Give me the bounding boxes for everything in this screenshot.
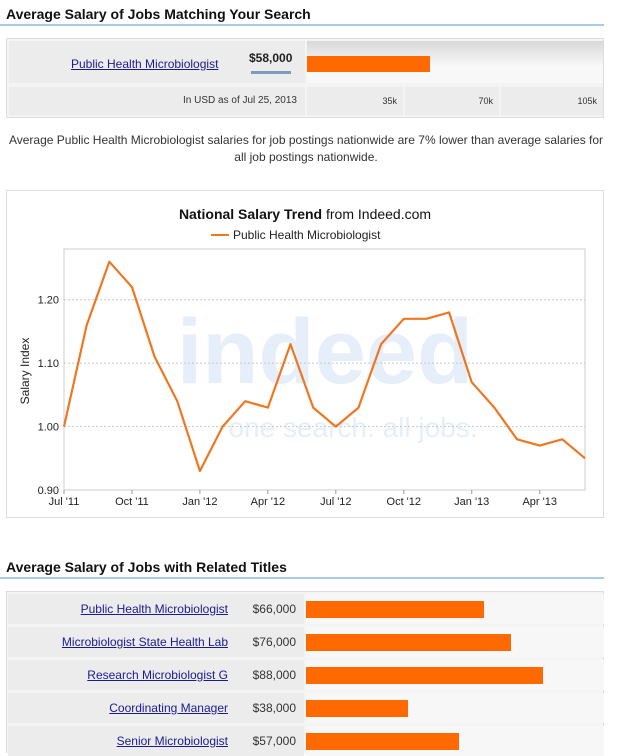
salary-bar bbox=[307, 56, 430, 72]
related-salary-track bbox=[306, 726, 604, 756]
series-line bbox=[62, 260, 586, 473]
section1-rule bbox=[0, 24, 604, 26]
tick-cell-2: 70k bbox=[405, 87, 499, 115]
section2-rule bbox=[0, 577, 604, 579]
section1-title: Average Salary of Jobs Matching Your Sea… bbox=[6, 6, 311, 22]
job-cell: Public Health Microbiologist $58,000 bbox=[9, 41, 305, 83]
related-title-cell: Senior Microbiologist $57,000 bbox=[8, 726, 304, 756]
related-title-cell: Public Health Microbiologist $66,000 bbox=[8, 594, 304, 624]
related-salary-track bbox=[306, 594, 604, 624]
related-title-row: Public Health Microbiologist $66,000 bbox=[8, 594, 604, 624]
x-tick-label: Jul '11 bbox=[49, 496, 80, 508]
related-salary-track bbox=[306, 693, 604, 723]
related-title-link[interactable]: Research Microbiologist G bbox=[87, 668, 228, 682]
related-salary-track bbox=[306, 627, 604, 657]
related-salary-track bbox=[306, 660, 604, 690]
related-title-row: Senior Microbiologist $57,000 bbox=[8, 726, 604, 756]
related-title-row: Research Microbiologist G $88,000 bbox=[8, 660, 604, 690]
salary-marker bbox=[251, 71, 291, 74]
chart-svg: National Salary Trend from Indeed.com Pu… bbox=[18, 206, 586, 508]
legend-label: Public Health Microbiologist bbox=[233, 228, 381, 242]
related-title-salary: $57,000 bbox=[252, 734, 296, 748]
x-tick-label: Oct '11 bbox=[115, 496, 149, 508]
job-link[interactable]: Public Health Microbiologist bbox=[71, 57, 219, 71]
salary-bar-track bbox=[307, 41, 603, 83]
related-salary-bar bbox=[306, 700, 408, 717]
related-title-link[interactable]: Senior Microbiologist bbox=[116, 734, 228, 748]
currency-note: In USD as of Jul 25, 2013 bbox=[183, 95, 297, 106]
related-salary-bar bbox=[306, 667, 543, 684]
x-tick-label: Jul '12 bbox=[320, 496, 351, 508]
x-tick-label: Apr '12 bbox=[251, 496, 286, 508]
note-cell: In USD as of Jul 25, 2013 bbox=[9, 87, 305, 115]
related-title-salary: $38,000 bbox=[252, 701, 296, 715]
related-title-row: Coordinating Manager $38,000 bbox=[8, 693, 604, 723]
related-title-link[interactable]: Coordinating Manager bbox=[109, 701, 228, 715]
related-salary-bar bbox=[306, 733, 459, 750]
comparison-text: Average Public Health Microbiologist sal… bbox=[8, 133, 604, 164]
plot-area bbox=[63, 248, 586, 491]
related-title-link[interactable]: Public Health Microbiologist bbox=[80, 602, 228, 616]
chart-title: National Salary Trend from Indeed.com bbox=[179, 206, 431, 222]
related-salary-bar bbox=[306, 601, 484, 618]
related-title-salary: $76,000 bbox=[252, 635, 296, 649]
x-tick-label: Oct '12 bbox=[387, 496, 422, 508]
x-tick-label: Apr '13 bbox=[522, 496, 557, 508]
y-tick-label: 1.00 bbox=[38, 422, 59, 434]
related-title-cell: Microbiologist State Health Lab $76,000 bbox=[8, 627, 304, 657]
watermark-tagline: one search. all jobs. bbox=[228, 412, 477, 443]
salary-trend-chart: National Salary Trend from Indeed.com Pu… bbox=[6, 190, 604, 518]
y-tick-label: 1.20 bbox=[38, 295, 59, 307]
y-tick-label: 1.10 bbox=[38, 358, 59, 370]
tick-cell-3: 105k bbox=[501, 87, 603, 115]
tick-cell-1: 35k bbox=[307, 87, 403, 115]
tick-105k: 105k bbox=[577, 96, 597, 106]
tick-35k: 35k bbox=[382, 96, 397, 106]
salary-value: $58,000 bbox=[249, 51, 293, 65]
tick-70k: 70k bbox=[478, 96, 493, 106]
section2-title: Average Salary of Jobs with Related Titl… bbox=[6, 559, 287, 575]
y-axis-label: Salary Index bbox=[18, 338, 32, 405]
y-tick-label: 0.90 bbox=[38, 485, 59, 497]
x-tick-label: Jan '12 bbox=[182, 496, 217, 508]
related-title-salary: $66,000 bbox=[252, 602, 296, 616]
related-title-cell: Coordinating Manager $38,000 bbox=[8, 693, 304, 723]
related-title-link[interactable]: Microbiologist State Health Lab bbox=[61, 635, 228, 649]
x-tick-label: Jan '13 bbox=[454, 496, 489, 508]
related-title-cell: Research Microbiologist G $88,000 bbox=[8, 660, 304, 690]
related-title-row: Microbiologist State Health Lab $76,000 bbox=[8, 627, 604, 657]
indeed-watermark: indeed bbox=[177, 301, 473, 403]
related-title-salary: $88,000 bbox=[252, 668, 296, 682]
related-salary-bar bbox=[306, 634, 511, 651]
salary-summary-box: Public Health Microbiologist $58,000 In … bbox=[6, 38, 604, 118]
